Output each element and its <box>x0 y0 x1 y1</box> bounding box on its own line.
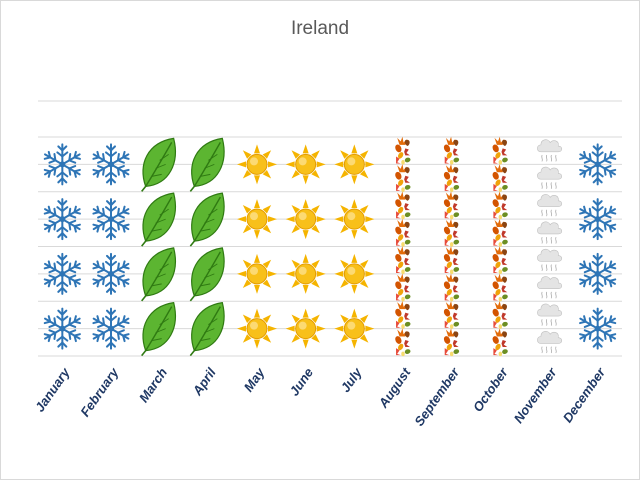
x-tick-label: October <box>470 364 511 414</box>
sun-icon <box>334 309 374 349</box>
autumn-leaves-icon <box>491 136 509 165</box>
autumn-leaves-icon <box>442 136 460 165</box>
x-tick-label: March <box>136 365 170 405</box>
autumn-leaves-icon <box>491 218 509 247</box>
leaf-icon <box>140 247 177 302</box>
autumn-leaves-icon <box>491 191 509 220</box>
autumn-leaves-icon <box>491 273 509 302</box>
sun-icon <box>286 254 326 294</box>
autumn-leaves-icon <box>442 328 460 357</box>
leaf-icon <box>189 137 225 193</box>
autumn-leaves-icon <box>394 164 412 192</box>
x-tick-label: November <box>511 364 560 425</box>
cloud-rain-icon <box>537 248 563 272</box>
chart-title: Ireland <box>290 18 350 39</box>
autumn-leaves-icon <box>491 164 509 192</box>
x-tick-label: August <box>375 365 414 412</box>
leaf-icon <box>189 301 225 357</box>
cloud-rain-icon <box>537 303 563 326</box>
sun-icon <box>334 254 374 294</box>
sun-icon <box>237 144 277 184</box>
sun-icon <box>237 254 277 294</box>
leaf-icon <box>189 192 225 247</box>
autumn-leaves-icon <box>442 273 460 302</box>
x-tick-label: September <box>411 364 462 428</box>
x-tick-label: April <box>189 365 219 399</box>
cloud-rain-icon <box>537 166 563 189</box>
autumn-leaves-icon <box>491 246 509 275</box>
x-tick-label: June <box>286 365 316 398</box>
sun-icon <box>286 309 326 349</box>
autumn-leaves-icon <box>442 246 460 275</box>
leaf-icon <box>189 247 225 302</box>
autumn-leaves-icon <box>491 328 509 357</box>
sun-icon <box>334 144 374 184</box>
leaf-icon <box>140 137 177 193</box>
autumn-leaves-icon <box>442 218 460 247</box>
sun-icon <box>286 199 326 239</box>
cloud-rain-icon <box>537 194 563 217</box>
sun-icon <box>286 144 326 184</box>
autumn-leaves-icon <box>442 191 460 220</box>
x-axis-labels: January February March April May June July Augu… <box>32 364 609 428</box>
autumn-leaves-icon <box>491 301 509 329</box>
sun-icon <box>237 309 277 349</box>
cloud-rain-icon <box>537 330 563 354</box>
leaf-icon <box>140 192 177 247</box>
x-tick-label: May <box>241 364 268 394</box>
sun-icon <box>334 199 374 239</box>
gridlines <box>38 136 622 357</box>
autumn-leaves-icon <box>394 136 412 165</box>
autumn-leaves-icon <box>442 164 460 192</box>
x-tick-label: July <box>338 364 366 395</box>
autumn-leaves-icon <box>394 301 412 329</box>
autumn-leaves-icon <box>442 301 460 329</box>
x-tick-label: February <box>77 364 122 419</box>
autumn-leaves-icon <box>394 246 412 275</box>
cloud-rain-icon <box>537 221 563 244</box>
leaf-icon <box>140 301 177 357</box>
sun-icon <box>237 199 277 239</box>
autumn-leaves-icon <box>394 328 412 357</box>
autumn-leaves-icon <box>394 218 412 247</box>
cloud-rain-icon <box>537 139 563 162</box>
autumn-leaves-icon <box>394 273 412 302</box>
autumn-leaves-icon <box>394 191 412 220</box>
cloud-rain-icon <box>537 276 563 299</box>
x-tick-label: January <box>32 364 73 414</box>
x-tick-label: December <box>560 364 609 425</box>
